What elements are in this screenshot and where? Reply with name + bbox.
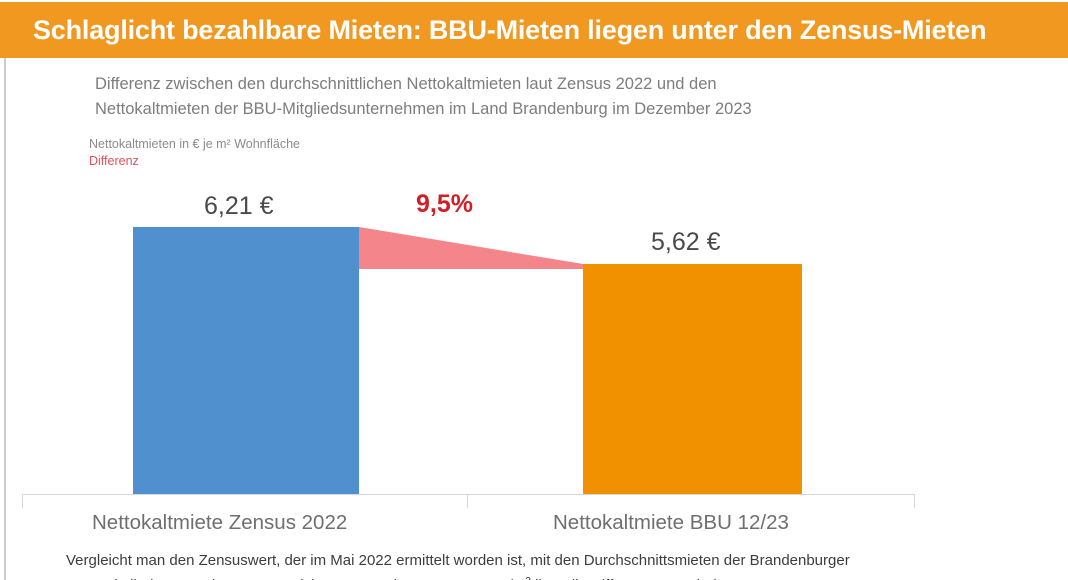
axis-tick-left: [22, 495, 23, 508]
axis-tick-right: [914, 495, 915, 508]
legend-item-difference: Differenz: [89, 154, 139, 168]
category-label-zensus: Nettokaltmiete Zensus 2022: [92, 511, 348, 534]
axis-tick-middle: [467, 495, 468, 508]
footnote-line-1: Vergleicht man den Zensuswert, der im Ma…: [66, 552, 850, 569]
chart-subtitle: Differenz zwischen den durchschnittliche…: [95, 72, 885, 122]
value-label-bbu: 5,62 €: [651, 228, 721, 256]
title-banner: Schlaglicht bezahlbare Mieten: BBU-Miete…: [0, 2, 1068, 58]
bar-nettokaltmiete-zensus-2022[interactable]: [133, 227, 359, 494]
footnote-line-2-prefix: BBU-Mitgliedsunternehmen zum Stichtag 30…: [66, 577, 525, 580]
chart-subtitle-line-2: Nettokaltmieten der BBU-Mitgliedsunterne…: [95, 100, 752, 118]
category-axis-line: [22, 494, 915, 495]
footnote-superscript: 2: [525, 576, 531, 580]
page-title: Schlaglicht bezahlbare Mieten: BBU-Miete…: [33, 15, 987, 45]
value-label-difference-percent: 9,5%: [416, 190, 473, 218]
value-label-zensus: 6,21 €: [204, 192, 274, 220]
footnote: Vergleicht man den Zensuswert, der im Ma…: [66, 550, 1056, 580]
bar-nettokaltmiete-bbu-12-23[interactable]: [583, 264, 802, 494]
footnote-line-2-suffix: liegt die Differenz sogar bei 11 %.: [531, 577, 758, 580]
difference-wedge-shape: [359, 227, 583, 269]
category-label-bbu: Nettokaltmiete BBU 12/23: [553, 511, 789, 534]
axis-unit-label: Nettokaltmieten in € je m² Wohnfläche: [89, 137, 300, 151]
footnote-line-2: BBU-Mitgliedsunternehmen zum Stichtag 30…: [66, 571, 1056, 580]
chart-subtitle-line-1: Differenz zwischen den durchschnittliche…: [95, 75, 717, 93]
slide-left-border: [4, 58, 6, 580]
